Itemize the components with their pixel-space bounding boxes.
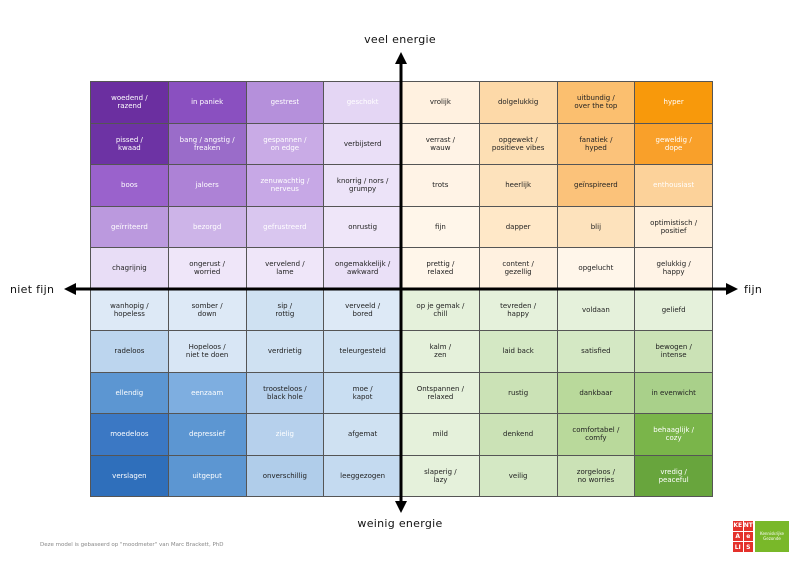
emotion-cell: fanatiek / hyped [557,123,636,165]
emotion-cell: knorrig / nors / grumpy [324,165,402,207]
axis-label-right: fijn [744,283,763,296]
emotion-cell: chagrijnig [91,248,169,290]
emotion-cell: ellendig [91,372,169,414]
logo-tile: LI [733,542,743,552]
emotion-cell: opgelucht [557,248,636,290]
axis-label-bottom: weinig energie [357,517,443,530]
emotion-cell: verdrietig [246,331,325,373]
emotion-cell: afgemat [324,414,402,456]
emotion-cell: verrast / wauw [402,123,480,165]
emotion-cell: vrolijk [402,82,480,124]
emotion-cell: dankbaar [557,372,636,414]
emotion-cell: geïrriteerd [91,206,169,248]
emotion-cell: zorgeloos / no worries [557,455,636,497]
emotion-cell: gespannen / on edge [246,123,325,165]
emotion-cell: Ontspannen / relaxed [402,372,480,414]
mood-meter-grid: woedend / razend in paniek gestrest geschok… [90,81,713,497]
arrow-down-icon [395,501,407,513]
logo-tile: S [743,542,753,552]
emotion-cell: heerlijk [479,165,558,207]
emotion-cell: gefrustreerd [246,206,325,248]
emotion-cell: voldaan [557,289,636,331]
axis-label-top: veel energie [364,33,436,46]
emotion-cell: geïnspireerd [557,165,636,207]
emotion-cell: trots [402,165,480,207]
arrow-up-icon [395,52,407,64]
emotion-cell: sip / rottig [246,289,325,331]
logo-tile: NT [743,521,753,531]
logo-tile: KE [733,521,743,531]
emotion-cell: moedeloos [91,414,169,456]
emotion-cell: geweldig / dope [635,123,713,165]
emotion-cell: leeggezogen [324,455,402,497]
emotion-cell: opgewekt / positieve vibes [479,123,558,165]
emotion-cell: content / gezellig [479,248,558,290]
emotion-cell: dapper [479,206,558,248]
axis-label-left: niet fijn [10,283,55,296]
emotion-cell: zielig [246,414,325,456]
emotion-cell: Hopeloos / niet te doen [168,331,247,373]
emotion-cell: in evenwicht [635,372,713,414]
emotion-cell: optimistisch / positief [635,206,713,248]
emotion-cell: verslagen [91,455,169,497]
emotion-cell: slaperig / lazy [402,455,480,497]
emotion-cell: bang / angstig / freaken [168,123,247,165]
emotion-cell: onverschillig [246,455,325,497]
emotion-cell: ongemakkelijk / awkward [324,248,402,290]
emotion-cell: gestrest [246,82,325,124]
emotion-cell: depressief [168,414,247,456]
emotion-cell: vredig / peaceful [635,455,713,497]
emotion-cell: boos [91,165,169,207]
emotion-cell: behaaglijk / cozy [635,414,713,456]
emotion-cell: geliefd [635,289,713,331]
emotion-cell: op je gemak / chill [402,289,480,331]
emotion-cell: moe / kapot [324,372,402,414]
emotion-cell: ongerust / worried [168,248,247,290]
emotion-cell: vervelend / lame [246,248,325,290]
arrow-right-icon [726,283,738,295]
emotion-cell: eenzaam [168,372,247,414]
emotion-cell: gelukkig / happy [635,248,713,290]
emotion-cell: uitbundig / over the top [557,82,636,124]
logo-tile: A [733,531,743,542]
emotion-cell: blij [557,206,636,248]
emotion-cell: rustig [479,372,558,414]
emotion-cell: woedend / razend [91,82,169,124]
emotion-cell: hyper [635,82,713,124]
emotion-cell: kalm / zen [402,331,480,373]
emotion-cell: somber / down [168,289,247,331]
emotion-cell: verveeld / bored [324,289,402,331]
emotion-cell: in paniek [168,82,247,124]
emotion-cell: radeloos [91,331,169,373]
emotion-cell: dolgelukkig [479,82,558,124]
emotion-cell: prettig / relaxed [402,248,480,290]
emotion-cell: zenuwachtig / nerveus [246,165,325,207]
emotion-cell: onrustig [324,206,402,248]
emotion-cell: veilig [479,455,558,497]
emotion-cell: pissed / kwaad [91,123,169,165]
emotion-cell: comfortabel / comfy [557,414,636,456]
emotion-cell: troosteloos / black hole [246,372,325,414]
emotion-cell: uitgeput [168,455,247,497]
emotion-cell: laid back [479,331,558,373]
emotion-cell: bezorgd [168,206,247,248]
emotion-cell: mild [402,414,480,456]
kentalis-logo: KE NT A e LI S Kenniskrijke Gezonde [733,521,789,552]
arrow-left-icon [64,283,76,295]
footer-credit: Deze model is gebaseerd op "moodmeter" v… [40,542,224,548]
emotion-cell: verbijsterd [324,123,402,165]
emotion-cell: jaloers [168,165,247,207]
emotion-cell: satisfied [557,331,636,373]
emotion-cell: tevreden / happy [479,289,558,331]
logo-tile: e [743,531,753,542]
emotion-cell: fijn [402,206,480,248]
emotion-cell: bewogen / intense [635,331,713,373]
emotion-cell: wanhopig / hopeless [91,289,169,331]
emotion-cell: geschokt [324,82,402,124]
emotion-cell: denkend [479,414,558,456]
logo-tagline: Kenniskrijke Gezonde [755,521,789,552]
emotion-cell: teleurgesteld [324,331,402,373]
emotion-cell: enthousiast [635,165,713,207]
